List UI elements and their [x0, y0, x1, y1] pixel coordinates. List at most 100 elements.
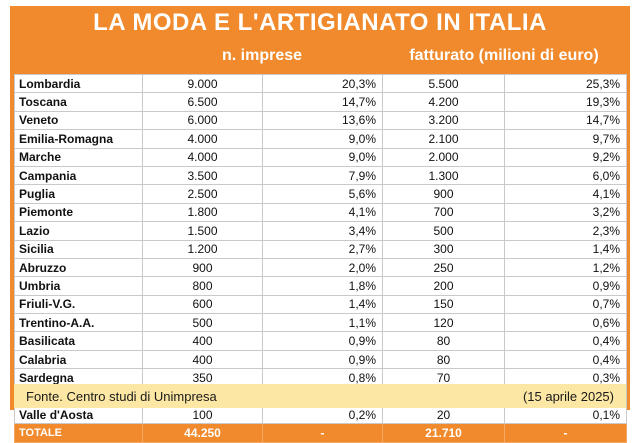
fatturato-cell: 1.300: [382, 165, 505, 186]
imprese-pct-cell: 4,1%: [262, 202, 383, 223]
total-imprese: 44.250: [142, 423, 263, 443]
total-fatturato: 21.710: [382, 423, 505, 443]
region-cell: Calabria: [14, 349, 143, 370]
total-fatturato-pct: -: [504, 423, 627, 443]
imprese-pct-cell: 5,6%: [262, 184, 383, 204]
fatturato-cell: 80: [382, 349, 505, 370]
imprese-pct-cell: 3,4%: [262, 221, 383, 241]
imprese-cell: 1.800: [142, 202, 263, 223]
table-row: Piemonte 1.800 4,1% 700 3,2%: [14, 202, 627, 223]
fatturato-pct-cell: 25,3%: [504, 73, 627, 94]
region-cell: Umbria: [14, 276, 143, 296]
imprese-cell: 6.000: [142, 110, 263, 131]
imprese-cell: 350: [142, 368, 263, 388]
fatturato-pct-cell: 0,3%: [504, 368, 627, 388]
imprese-cell: 2.500: [142, 184, 263, 204]
fatturato-cell: 500: [382, 221, 505, 241]
fatturato-cell: 120: [382, 313, 505, 333]
fatturato-cell: 200: [382, 276, 505, 296]
footer-bar: Fonte. Centro studi di Unimpresa (15 apr…: [14, 384, 626, 408]
region-cell: Lombardia: [14, 73, 143, 94]
table-row: Friuli-V.G. 600 1,4% 150 0,7%: [14, 294, 627, 315]
fatturato-pct-cell: 0,4%: [504, 331, 627, 351]
table-row: Campania 3.500 7,9% 1.300 6,0%: [14, 165, 627, 186]
table-row: Emilia-Romagna 4.000 9,0% 2.100 9,7%: [14, 129, 627, 149]
imprese-pct-cell: 9,0%: [262, 147, 383, 167]
fatturato-cell: 700: [382, 202, 505, 223]
imprese-cell: 1.500: [142, 221, 263, 241]
fatturato-pct-cell: 0,6%: [504, 313, 627, 333]
table-row: Lombardia 9.000 20,3% 5.500 25,3%: [14, 73, 627, 94]
publication-date: (15 aprile 2025): [522, 388, 614, 404]
imprese-cell: 6.500: [142, 92, 263, 112]
total-label: TOTALE: [14, 423, 143, 443]
imprese-cell: 9.000: [142, 73, 263, 94]
fatturato-pct-cell: 19,3%: [504, 92, 627, 112]
fatturato-pct-cell: 9,7%: [504, 129, 627, 149]
table-row: Basilicata 400 0,9% 80 0,4%: [14, 331, 627, 351]
page: LA MODA E L'ARTIGIANATO IN ITALIA n. imp…: [10, 6, 630, 443]
imprese-pct-cell: 0,2%: [262, 405, 383, 425]
region-cell: Abruzzo: [14, 257, 143, 278]
imprese-pct-cell: 2,0%: [262, 257, 383, 278]
table-row: Marche 4.000 9,0% 2.000 9,2%: [14, 147, 627, 167]
fatturato-pct-cell: 0,4%: [504, 349, 627, 370]
region-cell: Marche: [14, 147, 143, 167]
total-row: TOTALE 44.250-21.710-: [14, 423, 627, 443]
fatturato-pct-cell: 9,2%: [504, 147, 627, 167]
table-row: Calabria 400 0,9% 80 0,4%: [14, 349, 627, 370]
fatturato-cell: 150: [382, 294, 505, 315]
column-header-fatturato: fatturato (milioni di euro): [409, 47, 599, 64]
fatturato-pct-cell: 14,7%: [504, 110, 627, 131]
fatturato-pct-cell: 2,3%: [504, 221, 627, 241]
fatturato-cell: 5.500: [382, 73, 505, 94]
imprese-pct-cell: 14,7%: [262, 92, 383, 112]
fatturato-cell: 300: [382, 239, 505, 259]
imprese-pct-cell: 13,6%: [262, 110, 383, 131]
fatturato-cell: 4.200: [382, 92, 505, 112]
imprese-cell: 900: [142, 257, 263, 278]
table-card: LA MODA E L'ARTIGIANATO IN ITALIA n. imp…: [10, 6, 630, 443]
imprese-cell: 400: [142, 331, 263, 351]
fatturato-pct-cell: 0,9%: [504, 276, 627, 296]
imprese-cell: 400: [142, 349, 263, 370]
fatturato-pct-cell: 6,0%: [504, 165, 627, 186]
imprese-pct-cell: 20,3%: [262, 73, 383, 94]
region-cell: Campania: [14, 165, 143, 186]
region-cell: Lazio: [14, 221, 143, 241]
table-row: Toscana 6.500 14,7% 4.200 19,3%: [14, 92, 627, 112]
total-imprese-pct: -: [262, 423, 383, 443]
fatturato-cell: 900: [382, 184, 505, 204]
table-row: Sicilia 1.200 2,7% 300 1,4%: [14, 239, 627, 259]
table-row: Lazio 1.500 3,4% 500 2,3%: [14, 221, 627, 241]
source-note: Fonte. Centro studi di Unimpresa: [26, 388, 217, 404]
table-row: Puglia 2.500 5,6% 900 4,1%: [14, 184, 627, 204]
table-row: Veneto 6.000 13,6% 3.200 14,7%: [14, 110, 627, 131]
region-cell: Veneto: [14, 110, 143, 131]
fatturato-pct-cell: 4,1%: [504, 184, 627, 204]
fatturato-pct-cell: 0,7%: [504, 294, 627, 315]
fatturato-pct-cell: 1,2%: [504, 257, 627, 278]
imprese-pct-cell: 7,9%: [262, 165, 383, 186]
fatturato-pct-cell: 1,4%: [504, 239, 627, 259]
imprese-pct-cell: 2,7%: [262, 239, 383, 259]
region-cell: Emilia-Romagna: [14, 129, 143, 149]
imprese-pct-cell: 0,9%: [262, 331, 383, 351]
fatturato-cell: 80: [382, 331, 505, 351]
fatturato-cell: 250: [382, 257, 505, 278]
fatturato-cell: 20: [382, 405, 505, 425]
fatturato-cell: 70: [382, 368, 505, 388]
imprese-cell: 100: [142, 405, 263, 425]
page-title: LA MODA E L'ARTIGIANATO IN ITALIA: [93, 9, 547, 36]
column-header-imprese: n. imprese: [221, 47, 303, 64]
region-cell: Valle d'Aosta: [14, 405, 143, 425]
imprese-pct-cell: 0,9%: [262, 349, 383, 370]
imprese-pct-cell: 1,4%: [262, 294, 383, 315]
region-cell: Basilicata: [14, 331, 143, 351]
region-cell: Sicilia: [14, 239, 143, 259]
imprese-cell: 3.500: [142, 165, 263, 186]
imprese-pct-cell: 1,8%: [262, 276, 383, 296]
region-cell: Piemonte: [14, 202, 143, 223]
region-cell: Toscana: [14, 92, 143, 112]
region-cell: Friuli-V.G.: [14, 294, 143, 315]
